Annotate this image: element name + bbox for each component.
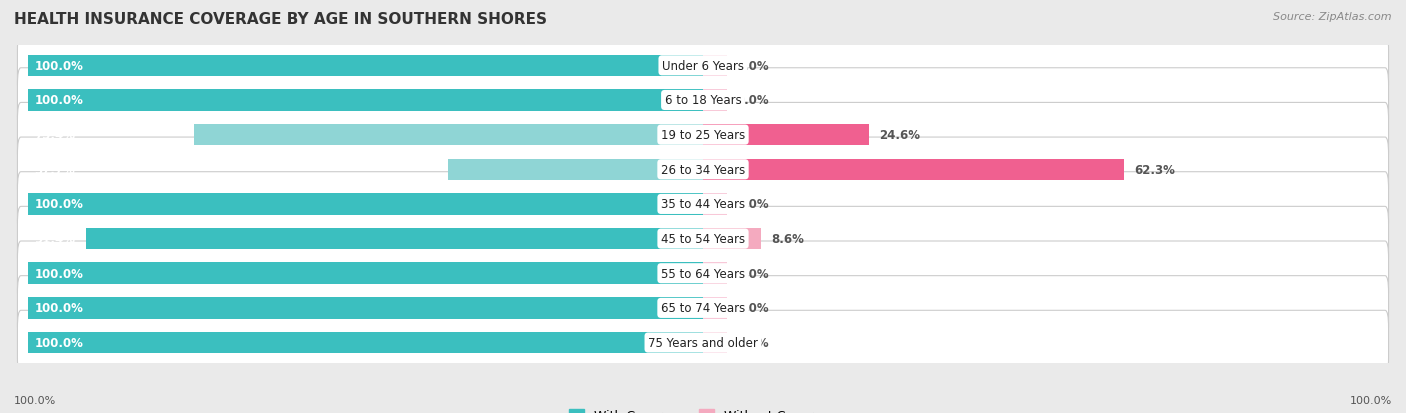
Text: 55 to 64 Years: 55 to 64 Years: [661, 267, 745, 280]
Text: 100.0%: 100.0%: [34, 94, 83, 107]
Text: 37.7%: 37.7%: [34, 164, 75, 176]
Bar: [28, 194, 703, 215]
Text: 6 to 18 Years: 6 to 18 Years: [665, 94, 741, 107]
Bar: [449, 159, 703, 180]
Text: Under 6 Years: Under 6 Years: [662, 60, 744, 73]
Text: 100.0%: 100.0%: [34, 267, 83, 280]
Text: 100.0%: 100.0%: [34, 60, 83, 73]
Bar: [28, 297, 703, 319]
FancyBboxPatch shape: [17, 103, 1389, 167]
FancyBboxPatch shape: [17, 242, 1389, 306]
Bar: [28, 263, 703, 284]
Text: HEALTH INSURANCE COVERAGE BY AGE IN SOUTHERN SHORES: HEALTH INSURANCE COVERAGE BY AGE IN SOUT…: [14, 12, 547, 27]
FancyBboxPatch shape: [17, 207, 1389, 271]
Text: 0.0%: 0.0%: [737, 60, 769, 73]
Bar: [194, 125, 703, 146]
Text: 0.0%: 0.0%: [737, 198, 769, 211]
Text: 26 to 34 Years: 26 to 34 Years: [661, 164, 745, 176]
Bar: [703, 125, 869, 146]
Text: 100.0%: 100.0%: [34, 198, 83, 211]
Text: 35 to 44 Years: 35 to 44 Years: [661, 198, 745, 211]
Text: 100.0%: 100.0%: [1350, 395, 1392, 405]
FancyBboxPatch shape: [17, 34, 1389, 98]
Text: Source: ZipAtlas.com: Source: ZipAtlas.com: [1274, 12, 1392, 22]
FancyBboxPatch shape: [17, 69, 1389, 133]
Text: 75.4%: 75.4%: [34, 129, 76, 142]
Bar: [28, 55, 703, 77]
FancyBboxPatch shape: [17, 276, 1389, 340]
Bar: [703, 55, 727, 77]
Bar: [703, 297, 727, 319]
Bar: [86, 228, 703, 250]
Bar: [703, 332, 727, 354]
FancyBboxPatch shape: [17, 172, 1389, 237]
Text: 0.0%: 0.0%: [737, 94, 769, 107]
Bar: [703, 263, 727, 284]
Bar: [703, 194, 727, 215]
Text: 8.6%: 8.6%: [772, 233, 804, 245]
Bar: [703, 159, 1123, 180]
Text: 65 to 74 Years: 65 to 74 Years: [661, 301, 745, 315]
Text: 19 to 25 Years: 19 to 25 Years: [661, 129, 745, 142]
Bar: [28, 90, 703, 112]
Text: 45 to 54 Years: 45 to 54 Years: [661, 233, 745, 245]
Bar: [703, 90, 727, 112]
Text: 0.0%: 0.0%: [737, 301, 769, 315]
Text: 100.0%: 100.0%: [34, 336, 83, 349]
Text: 91.4%: 91.4%: [34, 233, 76, 245]
Text: 100.0%: 100.0%: [14, 395, 56, 405]
Bar: [28, 332, 703, 354]
FancyBboxPatch shape: [17, 138, 1389, 202]
Text: 100.0%: 100.0%: [34, 301, 83, 315]
Bar: [703, 228, 761, 250]
FancyBboxPatch shape: [17, 311, 1389, 375]
Text: 75 Years and older: 75 Years and older: [648, 336, 758, 349]
Text: 0.0%: 0.0%: [737, 267, 769, 280]
Text: 24.6%: 24.6%: [879, 129, 921, 142]
Legend: With Coverage, Without Coverage: With Coverage, Without Coverage: [564, 404, 842, 413]
Text: 62.3%: 62.3%: [1133, 164, 1175, 176]
Text: 0.0%: 0.0%: [737, 336, 769, 349]
